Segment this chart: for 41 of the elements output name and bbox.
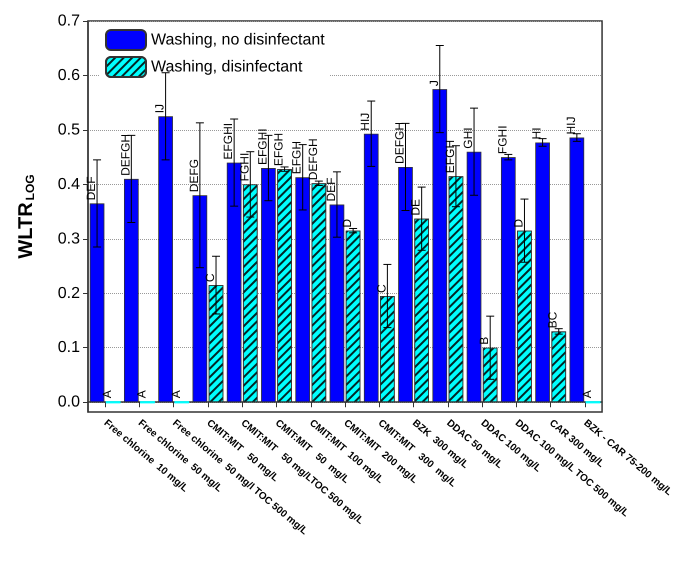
y-tick-label: 0.6: [58, 66, 80, 84]
data-label: DEFGH: [118, 134, 132, 176]
y-tick-label: 0.0: [58, 394, 80, 411]
data-label: C: [374, 284, 388, 294]
data-label: HI: [530, 127, 544, 140]
y-tick-label: 0.3: [58, 230, 80, 248]
data-label: EFGH: [442, 140, 457, 174]
y-tick-label: 0.2: [58, 284, 80, 302]
data-label: IJ: [152, 104, 167, 114]
data-label: J: [426, 80, 441, 86]
data-label: DE: [408, 199, 423, 216]
data-label: HIJ: [564, 116, 578, 135]
data-label: EFGHI: [221, 122, 236, 160]
data-label: DEFG: [186, 158, 201, 192]
data-label: B: [477, 336, 492, 345]
data-label: DEFGH: [306, 138, 320, 180]
data-label: HIJ: [358, 112, 372, 131]
data-label: A: [168, 390, 183, 398]
y-tick-label: 0.7: [58, 12, 80, 30]
y-tick-label: 0.1: [58, 339, 80, 356]
data-label: A: [580, 390, 594, 398]
data-label: C: [203, 273, 218, 282]
y-tick-label: 0.4: [58, 176, 80, 193]
data-label: GHI: [461, 127, 476, 149]
data-label: EFGH: [272, 132, 286, 166]
data-label: D: [340, 218, 354, 228]
data-label: D: [511, 218, 526, 228]
y-tick-label: 0.5: [58, 121, 80, 138]
data-label: FGHI: [495, 125, 510, 154]
data-label: A: [100, 390, 114, 398]
legend-label: Washing, disinfectant: [151, 58, 304, 76]
data-label: DEF: [84, 176, 98, 200]
legend-label: Washing, no disinfectant: [151, 32, 326, 48]
data-label: FGHI: [237, 152, 252, 182]
data-label: BC: [546, 311, 560, 328]
data-label: DEFGH: [392, 122, 406, 164]
data-label: EFGHI: [255, 128, 270, 166]
data-label: EFGH: [290, 140, 304, 174]
y-axis-title: WLTRLOG: [15, 174, 37, 259]
data-label: DEF: [324, 178, 338, 202]
data-label: A: [134, 390, 148, 398]
